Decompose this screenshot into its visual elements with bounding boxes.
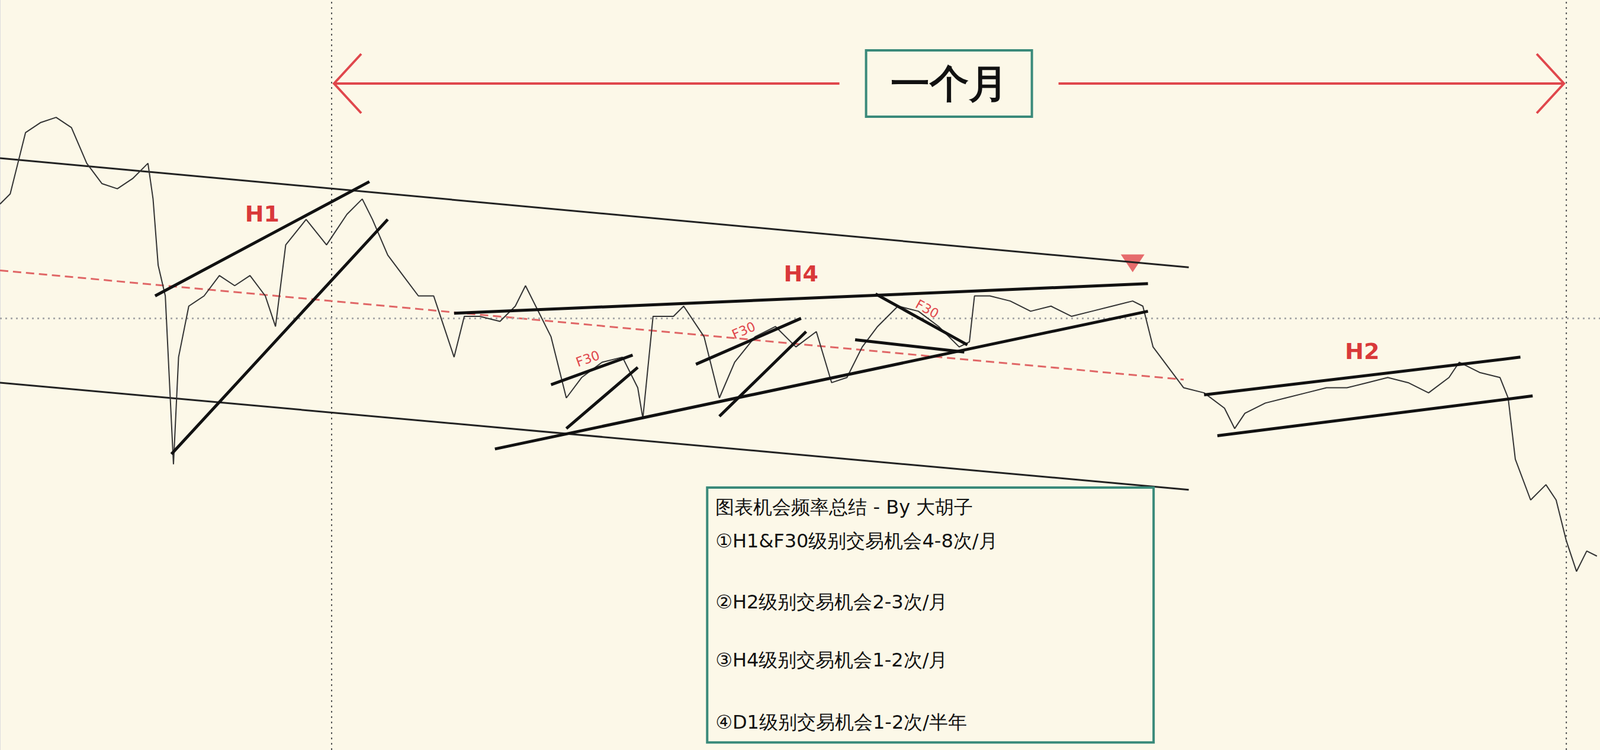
svg-text:一个月: 一个月: [890, 60, 1008, 107]
svg-text:②H2级别交易机会2-3次/月: ②H2级别交易机会2-3次/月: [715, 590, 948, 613]
svg-text:③H4级别交易机会1-2次/月: ③H4级别交易机会1-2次/月: [715, 648, 948, 671]
svg-text:④D1级别交易机会1-2次/半年: ④D1级别交易机会1-2次/半年: [715, 710, 967, 734]
svg-text:①H1&F30级别交易机会4-8次/月: ①H1&F30级别交易机会4-8次/月: [715, 529, 998, 552]
svg-text:H1: H1: [245, 200, 280, 227]
svg-text:F30: F30: [573, 347, 602, 370]
svg-text:F30: F30: [729, 318, 758, 342]
svg-text:图表机会频率总结 - By 大胡子: 图表机会频率总结 - By 大胡子: [715, 495, 973, 519]
svg-text:H4: H4: [784, 260, 819, 287]
svg-text:F30: F30: [913, 296, 942, 322]
svg-text:H2: H2: [1344, 338, 1380, 365]
